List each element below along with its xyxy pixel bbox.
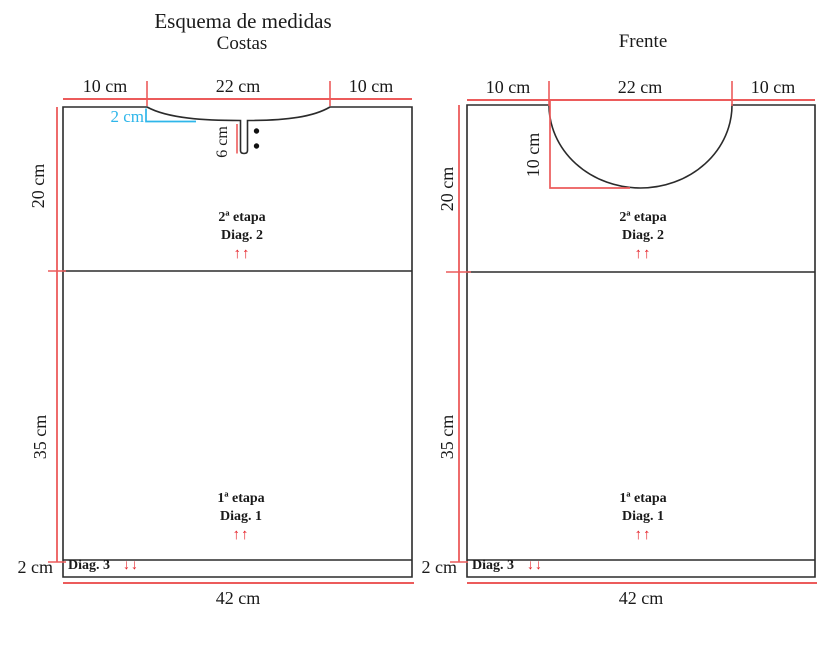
diagram-title: Esquema de medidas (154, 9, 332, 33)
frente-hem-diag: Diag. 3 (472, 558, 514, 573)
costas-stage1-etapa: 1ª etapa (217, 491, 265, 506)
frente-piece (446, 81, 817, 584)
frente-stage1-etapa: 1ª etapa (619, 491, 667, 506)
frente-outline (466, 104, 816, 578)
frente-top-right-measure: 10 cm (750, 77, 796, 97)
costas-side-lower-measure: 35 cm (30, 414, 50, 460)
costas-button-dot (253, 128, 260, 134)
costas-bottom-measure: 42 cm (215, 588, 261, 608)
frente-side-lower-measure: 35 cm (437, 414, 457, 460)
costas-stage2-diag: Diag. 2 (221, 228, 263, 243)
costas-top-middle-measure: 22 cm (215, 76, 261, 96)
costas-stage1-diag: Diag. 1 (220, 509, 262, 524)
frente-stage2-etapa: 2ª etapa (619, 210, 667, 225)
costas-stage2-up-arrows-icon: ↑↑ (233, 246, 251, 262)
frente-hem-down-arrows-icon: ↓↓ (527, 558, 543, 573)
costas-piece (48, 81, 414, 584)
costas-hem-row: Diag. 3 ↓↓ (68, 558, 139, 574)
frente-bottom-measure: 42 cm (618, 588, 664, 608)
costas-neck-drop-bracket (145, 108, 196, 123)
frente-stage1-up-arrows-icon: ↑↑ (634, 527, 652, 543)
costas-stage2-etapa: 2ª etapa (218, 210, 266, 225)
piece-title-frente: Frente (618, 31, 668, 52)
piece-title-costas: Costas (216, 33, 268, 54)
costas-hem-down-arrows-icon: ↓↓ (123, 558, 139, 573)
frente-top-middle-measure: 22 cm (617, 77, 663, 97)
costas-stage1-up-arrows-icon: ↑↑ (232, 527, 250, 543)
costas-slit-depth-measure: 6 cm (214, 126, 231, 158)
costas-top-right-measure: 10 cm (348, 76, 394, 96)
frente-top-left-measure: 10 cm (485, 77, 531, 97)
costas-hem-diag: Diag. 3 (68, 558, 110, 573)
frente-side-hem-measure: 2 cm (421, 557, 458, 577)
costas-neck-drop-measure: 2 cm (110, 107, 144, 126)
frente-hem-row: Diag. 3 ↓↓ (472, 558, 543, 574)
costas-side-hem-measure: 2 cm (17, 557, 54, 577)
frente-stage1-diag: Diag. 1 (622, 509, 664, 524)
frente-neck-depth-bracket (549, 101, 630, 189)
costas-side-upper-measure: 20 cm (28, 163, 48, 209)
frente-neck-depth-measure: 10 cm (523, 132, 543, 178)
frente-side-upper-measure: 20 cm (437, 166, 457, 212)
costas-button-dot (253, 143, 260, 149)
frente-stage2-up-arrows-icon: ↑↑ (634, 246, 652, 262)
costas-outline (62, 106, 413, 578)
frente-stage2-diag: Diag. 2 (622, 228, 664, 243)
costas-top-left-measure: 10 cm (82, 76, 128, 96)
